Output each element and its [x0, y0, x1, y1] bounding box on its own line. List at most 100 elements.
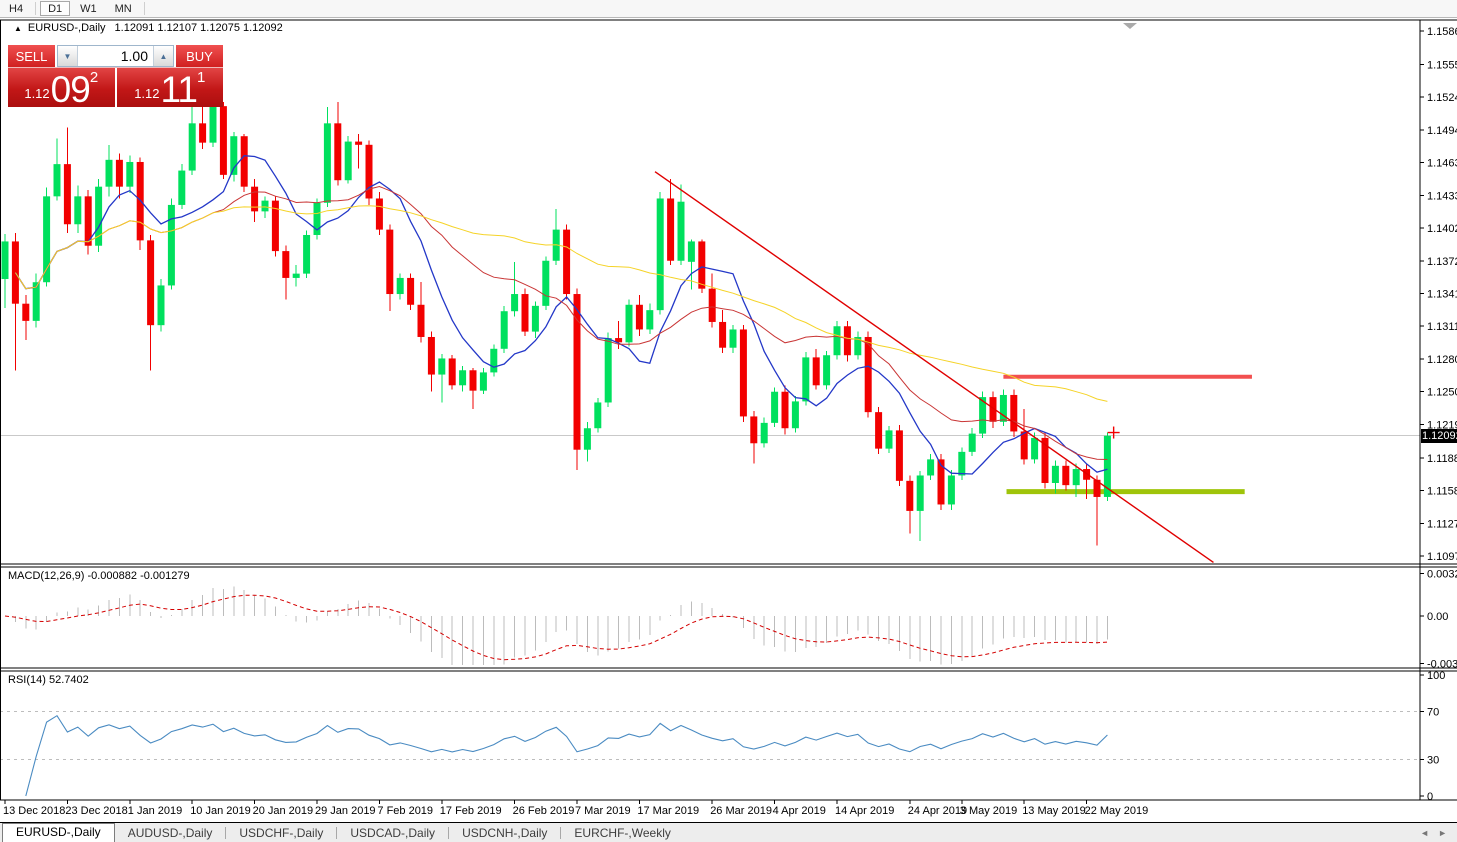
volume-input[interactable]	[78, 46, 153, 66]
toolbar-divider	[35, 2, 37, 15]
date-axis-label[interactable]: 17 Feb 2019	[440, 805, 502, 817]
current-price-tag: 1.12092	[1421, 429, 1457, 443]
candle-body	[625, 304, 633, 343]
buy-price-display[interactable]: 1.12 11 1	[116, 68, 223, 108]
chart-tab-eurusd-daily[interactable]: EURUSD-,Daily	[2, 823, 115, 842]
tab-scroll-right-icon[interactable]: ►	[1438, 827, 1447, 838]
candle-body	[188, 123, 196, 171]
chart-tab-audusd-daily[interactable]: AUDUSD-,Daily	[127, 826, 213, 840]
candle-body	[937, 459, 945, 505]
collapse-triangle-icon[interactable]: ▲	[14, 23, 22, 33]
timeframe-button-w1[interactable]: W1	[72, 1, 105, 16]
candle-body	[781, 391, 789, 429]
trendline[interactable]	[654, 171, 1214, 564]
date-axis-label[interactable]: 4 Apr 2019	[773, 805, 826, 817]
candle-body	[1062, 465, 1070, 486]
candle-body	[303, 234, 311, 274]
date-axis-label[interactable]: 13 Dec 2018	[3, 805, 65, 817]
date-axis-label[interactable]: 7 Mar 2019	[575, 805, 631, 817]
date-axis-label[interactable]: 7 Feb 2019	[377, 805, 433, 817]
chart-tab-usdcnh-daily[interactable]: USDCNH-,Daily	[462, 826, 548, 840]
date-axis-label[interactable]: 22 May 2019	[1085, 805, 1149, 817]
date-axis-label[interactable]: 17 Mar 2019	[637, 805, 699, 817]
candle-body	[157, 285, 165, 326]
candle-body	[115, 159, 123, 187]
candle-body	[812, 357, 820, 386]
chart-shift-marker-icon[interactable]	[1123, 23, 1137, 29]
price-axis-label: 1.11275	[1427, 518, 1457, 530]
candle-body	[32, 282, 40, 321]
date-axis-label[interactable]: 3 May 2019	[960, 805, 1017, 817]
candle-body	[573, 294, 581, 450]
candle-body	[760, 422, 768, 444]
candle-body	[1103, 435, 1111, 497]
candle-body	[1041, 437, 1049, 483]
ma-mid-line	[14, 185, 1108, 460]
candle-body	[53, 164, 61, 197]
candle-body	[230, 136, 238, 175]
candle-body	[74, 196, 82, 225]
candle-body	[469, 370, 477, 391]
date-axis-label[interactable]: 23 Dec 2018	[65, 805, 127, 817]
candle-body	[968, 433, 976, 452]
toolbar-divider	[143, 2, 145, 15]
date-axis-label[interactable]: 10 Jan 2019	[190, 805, 251, 817]
date-axis-label[interactable]: 29 Jan 2019	[315, 805, 376, 817]
date-axis-label[interactable]: 26 Mar 2019	[710, 805, 772, 817]
timeframe-button-h4[interactable]: H4	[1, 1, 31, 16]
date-axis-label[interactable]: 20 Jan 2019	[253, 805, 314, 817]
macd-axis-label: 0.00	[1427, 611, 1448, 623]
candle-body	[43, 196, 51, 283]
sell-button[interactable]: SELL	[8, 45, 55, 67]
price-axis-label: 1.15245	[1427, 92, 1457, 104]
candle-body	[875, 412, 883, 449]
sell-price-point: 2	[89, 69, 99, 86]
chart-tab-eurchf-weekly[interactable]: EURCHF-,Weekly	[574, 826, 671, 840]
date-axis-label[interactable]: 26 Feb 2019	[513, 805, 575, 817]
candle-body	[1072, 469, 1080, 486]
sell-price-display[interactable]: 1.12 09 2	[8, 68, 115, 108]
candle-body	[365, 144, 373, 199]
candle-body	[906, 480, 914, 511]
candle-body	[479, 372, 487, 391]
macd-signal-line	[4, 594, 1108, 661]
rsi-axis-label: 0	[1427, 791, 1433, 803]
candle-body	[927, 459, 935, 476]
candle-body	[999, 394, 1007, 422]
rsi-indicator-label: RSI(14) 52.7402	[8, 674, 89, 686]
date-axis-label[interactable]: 1 Jan 2019	[128, 805, 182, 817]
chart-tab-usdchf-daily[interactable]: USDCHF-,Daily	[239, 826, 324, 840]
candle-body	[521, 294, 529, 332]
tab-scroll-left-icon[interactable]: ◄	[1420, 827, 1430, 838]
price-axis-label: 1.14330	[1427, 190, 1457, 202]
volume-increase-button[interactable]: ▲	[153, 46, 173, 66]
candle-body	[427, 336, 435, 375]
candle-body	[11, 241, 19, 304]
candle-body	[708, 288, 716, 322]
rsi-axis-label: 100	[1427, 670, 1445, 682]
rsi-axis-label: 70	[1427, 706, 1439, 718]
candle-body	[802, 357, 810, 402]
buy-button[interactable]: BUY	[176, 45, 223, 67]
price-axis-label: 1.15860	[1427, 26, 1457, 38]
date-axis-label[interactable]: 13 May 2019	[1022, 805, 1086, 817]
candle-body	[282, 251, 290, 278]
candle-body	[22, 303, 30, 321]
candle-body	[240, 136, 248, 187]
candle-body	[833, 326, 841, 356]
timeframe-button-mn[interactable]: MN	[107, 1, 140, 16]
tab-divider	[560, 827, 562, 839]
buy-price-point: 1	[196, 69, 206, 86]
chart-tab-usdcad-daily[interactable]: USDCAD-,Daily	[350, 826, 436, 840]
timeframe-button-d1[interactable]: D1	[40, 1, 71, 16]
candle-body	[531, 305, 539, 332]
date-axis-label[interactable]: 14 Apr 2019	[835, 805, 894, 817]
trade-controls-row: SELL ▼ ▲ BUY	[8, 45, 223, 67]
volume-decrease-button[interactable]: ▼	[58, 46, 78, 66]
tab-scroll-controls: ◄ ►	[1420, 823, 1457, 842]
macd-axis-label: 0.003287	[1427, 568, 1457, 580]
date-axis-label[interactable]: 24 Apr 2019	[908, 805, 967, 817]
candle-body	[594, 402, 602, 429]
price-axis-label: 1.14025	[1427, 223, 1457, 235]
